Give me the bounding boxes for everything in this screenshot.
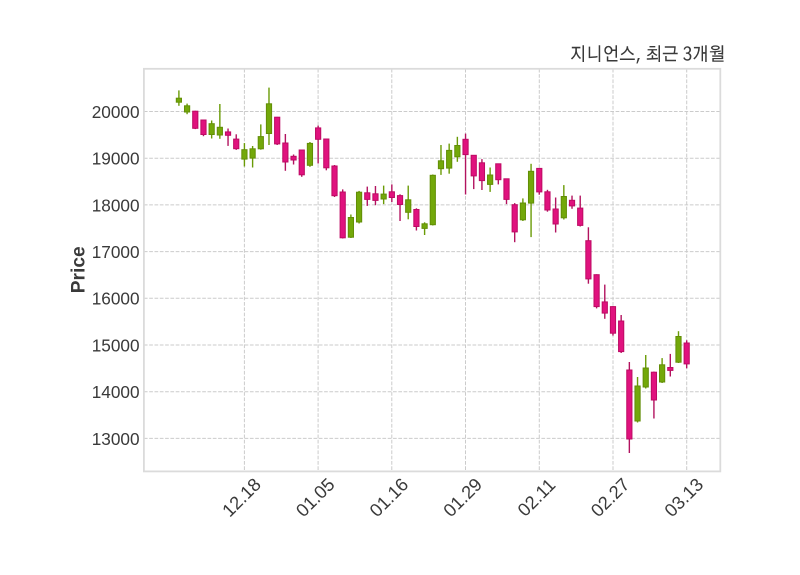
svg-text:16000: 16000 xyxy=(92,289,140,309)
svg-text:19000: 19000 xyxy=(92,149,140,169)
svg-text:20000: 20000 xyxy=(92,102,140,122)
svg-text:18000: 18000 xyxy=(92,195,140,215)
svg-text:17000: 17000 xyxy=(92,242,140,262)
svg-text:13000: 13000 xyxy=(92,429,140,449)
svg-text:15000: 15000 xyxy=(92,335,140,355)
svg-text:Price: Price xyxy=(68,246,89,293)
svg-text:14000: 14000 xyxy=(92,382,140,402)
